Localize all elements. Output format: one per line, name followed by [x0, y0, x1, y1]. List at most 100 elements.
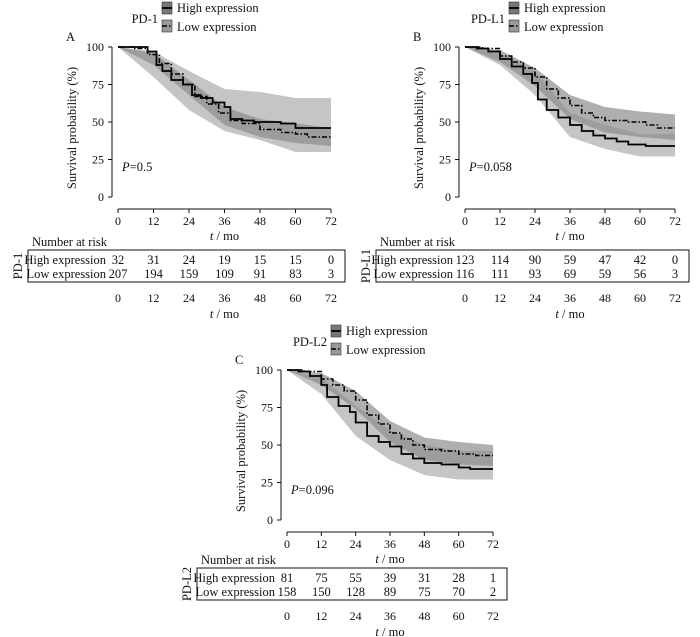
risk-count: 111: [491, 267, 509, 281]
risk-count: 109: [215, 267, 234, 281]
risk-x-tick-label: 0: [284, 609, 290, 623]
risk-x-tick-label: 72: [325, 291, 337, 305]
legend-label-low: Low expression: [177, 20, 257, 34]
risk-x-tick-label: 12: [315, 609, 327, 623]
x-tick-label: 12: [148, 214, 160, 228]
y-tick-label: 75: [261, 401, 273, 415]
x-tick-label: 36: [384, 537, 396, 551]
y-tick-label: 0: [98, 190, 104, 204]
ci-band-high-expression: [465, 47, 675, 157]
risk-count: 114: [491, 253, 510, 267]
x-tick-label: 60: [290, 214, 302, 228]
survival-curve-high-expression: [287, 369, 493, 470]
y-tick-label: 25: [261, 476, 273, 490]
y-tick-label: 100: [433, 40, 451, 54]
risk-count: 194: [144, 267, 164, 281]
x-tick-label: 0: [284, 537, 290, 551]
risk-count: 15: [254, 253, 267, 267]
risk-count: 1: [490, 571, 496, 585]
risk-count: 128: [346, 585, 365, 599]
p-value-label: P=0.096: [290, 483, 334, 497]
x-tick-label: 72: [669, 214, 681, 228]
panel-c: 0 25 50 75 100 0 12 24 36 48 60 72 Survival probabil…: [180, 324, 508, 637]
x-tick-label: 72: [487, 537, 499, 551]
risk-count: 59: [564, 253, 577, 267]
risk-x-axis-label: t / mo: [375, 625, 404, 637]
risk-table-side-label: PD-1: [11, 253, 25, 279]
risk-row-label: High expression: [24, 253, 106, 267]
risk-count: 2: [490, 585, 496, 599]
x-tick-label: 48: [254, 214, 266, 228]
risk-x-axis-label: t / mo: [210, 307, 239, 321]
risk-row-label: Low expression: [27, 267, 107, 281]
y-tick-label: 75: [92, 78, 104, 92]
x-tick-label: 36: [564, 214, 576, 228]
risk-count: 158: [278, 585, 297, 599]
y-tick-label: 50: [439, 115, 451, 129]
panel-b: 0 25 50 75 100 0 12 24 36 48 60 72 Survival probabil…: [359, 1, 690, 321]
ci-band-high-expression: [118, 47, 331, 152]
risk-count: 89: [384, 585, 397, 599]
risk-x-tick-label: 48: [254, 291, 266, 305]
panel-letter: C: [235, 353, 243, 367]
x-tick-label: 24: [350, 537, 362, 551]
survival-curve-low-expression: [465, 46, 675, 129]
risk-x-tick-label: 72: [669, 291, 681, 305]
risk-count: 15: [289, 253, 302, 267]
risk-table-side-label: PD-L1: [359, 249, 373, 283]
legend-title: PD-L2: [293, 335, 327, 349]
risk-count: 70: [452, 585, 465, 599]
y-tick-label: 50: [261, 438, 273, 452]
risk-table-box: [27, 249, 346, 283]
risk-count: 81: [281, 571, 294, 585]
risk-x-tick-label: 36: [384, 609, 396, 623]
risk-table-box: [375, 249, 690, 283]
risk-table-title: Number at risk: [201, 553, 277, 567]
risk-x-tick-label: 24: [529, 291, 541, 305]
panel-a: 0 25 50 75 100 0 12 24 36 48 60 72 Survival probabil…: [11, 1, 346, 321]
risk-count: 0: [328, 253, 334, 267]
x-tick-label: 60: [453, 537, 465, 551]
risk-count: 159: [180, 267, 199, 281]
x-tick-label: 72: [325, 214, 337, 228]
risk-x-tick-label: 12: [148, 291, 160, 305]
y-axis-label: Survival probability (%): [412, 67, 426, 189]
risk-count: 3: [328, 267, 334, 281]
legend-label-high: High expression: [346, 324, 428, 338]
risk-count: 75: [315, 571, 328, 585]
y-tick-label: 75: [439, 78, 451, 92]
risk-x-tick-label: 0: [115, 291, 121, 305]
risk-x-axis-label: t / mo: [555, 307, 584, 321]
y-tick-label: 100: [255, 363, 273, 377]
risk-row-label: Low expression: [374, 267, 454, 281]
legend-title: PD-1: [132, 12, 158, 26]
legend-label-low: Low expression: [524, 20, 604, 34]
x-tick-label: 12: [315, 537, 327, 551]
risk-x-tick-label: 60: [634, 291, 646, 305]
risk-x-tick-label: 48: [418, 609, 430, 623]
risk-x-tick-label: 0: [462, 291, 468, 305]
x-tick-label: 60: [634, 214, 646, 228]
risk-count: 59: [599, 267, 612, 281]
x-tick-label: 24: [183, 214, 195, 228]
y-axis-label: Survival probability (%): [65, 67, 79, 189]
risk-row-label: Low expression: [196, 585, 276, 599]
risk-count: 56: [634, 267, 647, 281]
risk-table-title: Number at risk: [380, 235, 456, 249]
risk-x-tick-label: 24: [183, 291, 195, 305]
x-tick-label: 0: [462, 214, 468, 228]
y-tick-label: 25: [439, 153, 451, 167]
risk-x-tick-label: 48: [599, 291, 611, 305]
y-axis-label: Survival probability (%): [234, 390, 248, 512]
risk-count: 207: [109, 267, 128, 281]
risk-x-tick-label: 12: [494, 291, 506, 305]
y-tick-label: 0: [445, 190, 451, 204]
risk-count: 47: [599, 253, 612, 267]
survival-curve-low-expression: [118, 46, 331, 138]
x-tick-label: 36: [219, 214, 231, 228]
risk-count: 42: [634, 253, 647, 267]
x-axis-label: t / mo: [210, 229, 239, 243]
panel-letter: A: [66, 30, 75, 44]
x-axis-label: t / mo: [375, 552, 404, 566]
